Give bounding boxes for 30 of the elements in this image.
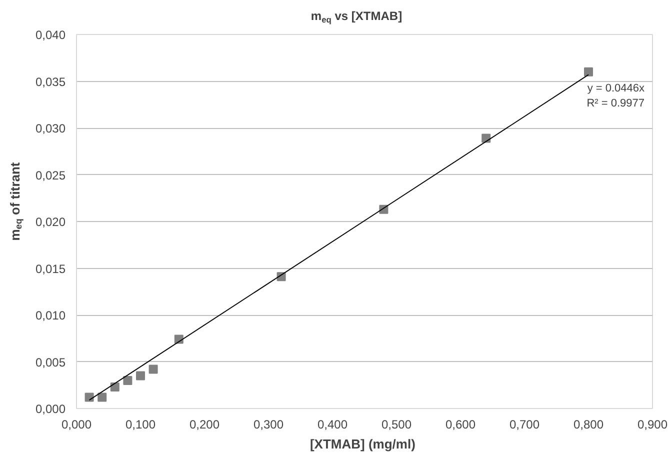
y-tick-label: 0,030 (35, 122, 66, 136)
y-tick-label: 0,025 (35, 168, 66, 182)
x-tick-label: 0,100 (125, 418, 156, 432)
x-tick-label: 0,500 (381, 418, 412, 432)
y-tick-label: 0,005 (35, 355, 66, 370)
y-tick-label: 0,000 (35, 402, 66, 416)
point (98, 392, 107, 402)
point (148, 364, 158, 374)
x-tick-label: 0,900 (637, 418, 668, 432)
annotation: y = 0.0446x (587, 82, 645, 94)
y-tick-label: 0,040 (35, 28, 66, 42)
x-tick-label: 0,800 (573, 418, 604, 432)
point (584, 67, 593, 76)
point (84, 392, 94, 402)
y-tick-label: 0,015 (35, 262, 66, 276)
x-tick-label: 0,000 (61, 418, 92, 432)
y-tick-label: 0,035 (35, 74, 66, 89)
x-tick-label: 0,600 (445, 418, 476, 432)
x-tick-label: 0,700 (509, 418, 540, 432)
y-axis-title: meq of titrant (7, 162, 24, 241)
x-tick-label: 0,300 (253, 418, 284, 432)
annotation: R² = 0.9977 (586, 98, 645, 110)
point (123, 376, 132, 385)
x-tick-label: 0,400 (317, 418, 348, 432)
y-tick-label: 0,020 (35, 215, 66, 229)
y-tick-label: 0,010 (35, 308, 66, 322)
point (136, 371, 145, 380)
x-tick-label: 0,200 (189, 418, 220, 432)
point (110, 382, 120, 392)
x-axis-title: [XTMAB] (mg/ml) (310, 436, 416, 452)
